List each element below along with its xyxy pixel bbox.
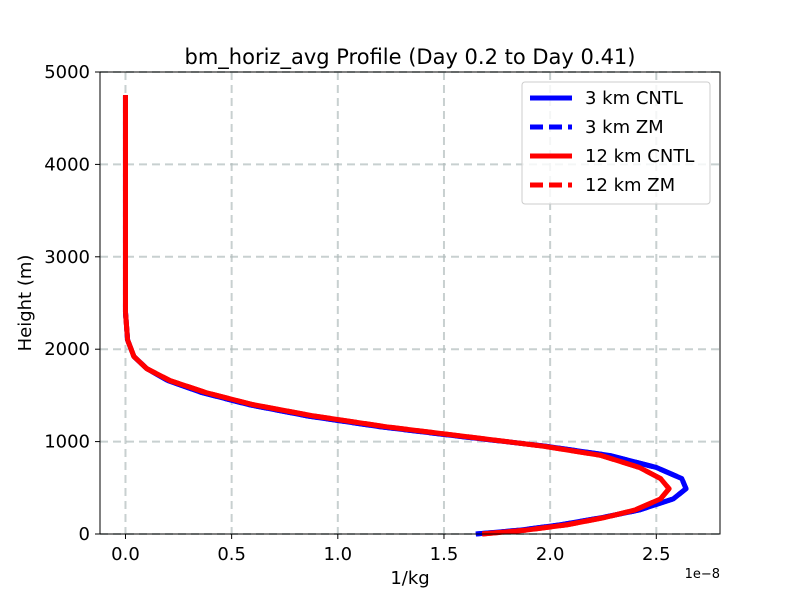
y-tick-label: 0 <box>79 524 90 545</box>
y-tick-label: 1000 <box>44 432 90 453</box>
series-lines <box>122 95 689 537</box>
y-axis-label: Height (m) <box>15 255 36 352</box>
legend-label: 3 km CNTL <box>585 88 683 109</box>
legend: 3 km CNTL 3 km ZM 12 km CNTL 12 km ZM <box>521 81 711 205</box>
legend-box <box>521 81 711 205</box>
grid <box>100 71 720 535</box>
x-tick-label: 0.5 <box>217 544 246 565</box>
axis-ticks: 0.0 0.5 1.0 1.5 2.0 2.5 0 1000 2000 3000 4000 5000 <box>44 62 670 565</box>
x-tick-label: 2.5 <box>642 544 671 565</box>
legend-label: 3 km ZM <box>585 117 664 138</box>
legend-label: 12 km ZM <box>585 175 675 196</box>
y-tick-label: 5000 <box>44 62 90 83</box>
x-axis-offset-label: 1e−8 <box>685 567 720 582</box>
y-tick-label: 2000 <box>44 339 90 360</box>
x-tick-label: 1.0 <box>323 544 352 565</box>
y-tick-label: 3000 <box>44 247 90 268</box>
series-line-12-km-zm <box>122 95 672 537</box>
x-tick-label: 1.5 <box>430 544 459 565</box>
chart-title: bm_horiz_avg Profile (Day 0.2 to Day 0.4… <box>185 45 636 70</box>
legend-label: 12 km CNTL <box>585 146 694 167</box>
x-tick-label: 0.0 <box>111 544 140 565</box>
plot-frame <box>99 71 721 535</box>
x-axis-label: 1/kg <box>390 568 429 589</box>
x-tick-label: 2.0 <box>536 544 565 565</box>
y-tick-label: 4000 <box>44 154 90 175</box>
